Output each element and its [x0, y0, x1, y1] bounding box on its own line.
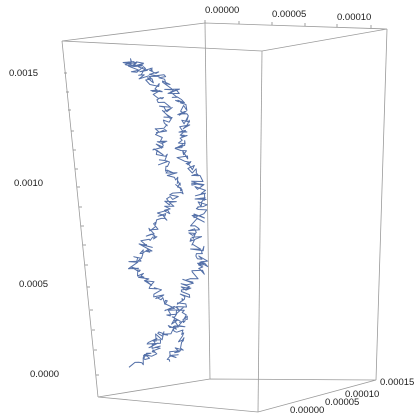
top-tick-label-0: 0.00000 — [205, 5, 239, 16]
x-tick-labels-top: 0.00000 0.00005 0.00010 — [205, 5, 371, 23]
bottom-tick-label-2: 0.00010 — [345, 389, 379, 400]
top-tick-label-2: 0.00010 — [337, 12, 371, 23]
bottom-tick-label-0: 0.00000 — [290, 405, 324, 416]
bottom-tick-labels: 0.00000 0.00005 0.00010 0.00015 — [290, 377, 414, 416]
tick-marks — [64, 20, 372, 376]
box-edge-front — [257, 50, 263, 413]
bottom-tick-label-3: 0.00015 — [380, 377, 414, 388]
box-edge-left — [61, 40, 99, 398]
box-top-back — [61, 22, 388, 52]
box-edge-right — [375, 28, 388, 381]
plot-box — [61, 22, 388, 413]
z-tick-label-1: 0.0005 — [19, 279, 48, 290]
z-tick-labels: 0.0015 0.0010 0.0005 0.0000 — [9, 68, 59, 380]
top-tick-label-1: 0.00005 — [272, 9, 306, 20]
box-bottom — [97, 378, 377, 413]
box-edge-back — [204, 22, 211, 380]
z-tick-label-3: 0.0015 — [9, 68, 38, 79]
series-trace — [122, 58, 209, 368]
bottom-tick-label-1: 0.00005 — [325, 397, 359, 408]
z-tick-label-2: 0.0010 — [14, 178, 43, 189]
z-tick-label-0: 0.0000 — [30, 369, 59, 380]
